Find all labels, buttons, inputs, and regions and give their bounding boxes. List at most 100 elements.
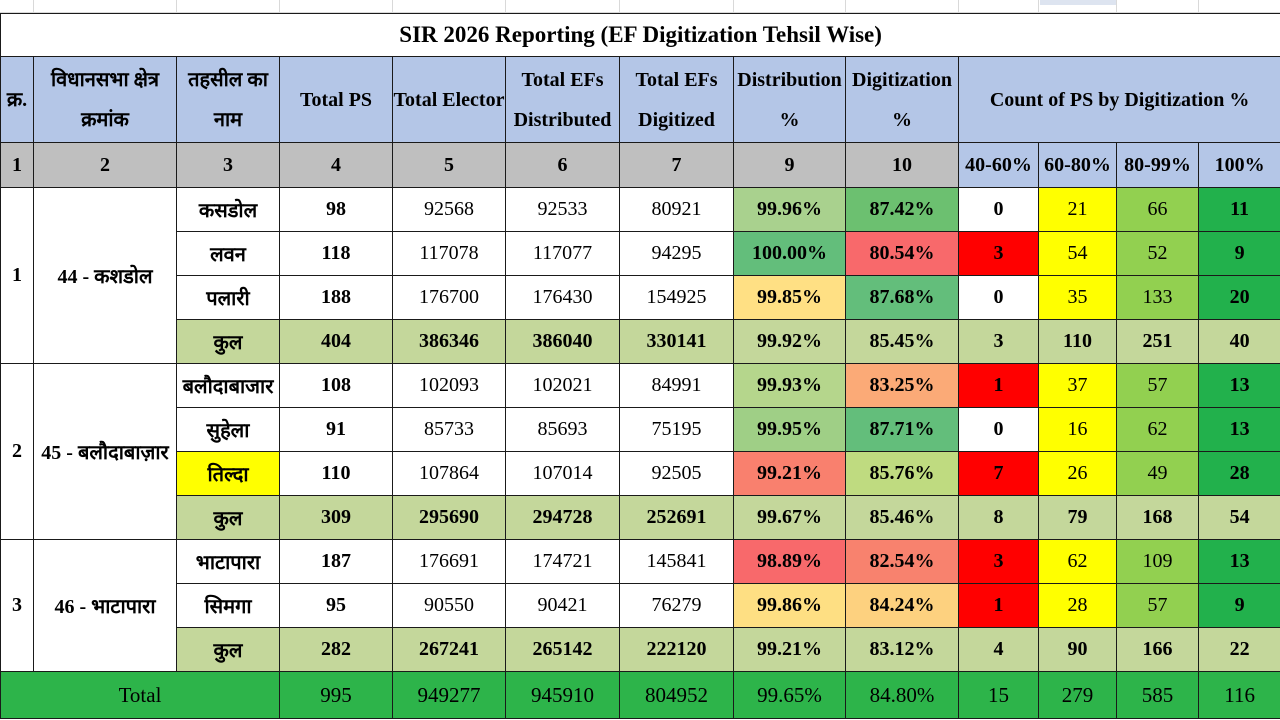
subtotal-ps-cell: 282 [279, 627, 393, 672]
subtotal-digi-pct-cell: 85.46% [845, 495, 959, 540]
subtotal-b1-cell: 8 [958, 495, 1039, 540]
grand-total-ps-cell: 995 [279, 671, 393, 719]
distribution-pct-cell: 99.96% [733, 187, 846, 232]
count-100-cell: 28 [1197, 451, 1280, 496]
count-60-80-cell: 26 [1038, 451, 1117, 496]
colnum-2: 2 [33, 142, 177, 188]
subtotal-b3-cell: 251 [1116, 319, 1199, 364]
total-elector-cell: 102093 [392, 363, 506, 408]
count-100-cell: 9 [1197, 231, 1280, 276]
count-60-80-cell: 35 [1038, 275, 1117, 320]
count-40-60-cell: 3 [958, 231, 1039, 276]
sheet-gridline [176, 0, 177, 12]
sheet-gridline [392, 0, 393, 12]
header-total-elector: Total Elector [392, 56, 506, 143]
count-80-99-cell: 66 [1116, 187, 1199, 232]
digitization-pct-cell: 82.54% [845, 539, 959, 584]
group-ac-name: 45 - बलौदाबाज़ार [33, 363, 177, 540]
header-tehsil: तहसील का नाम [176, 56, 280, 143]
grand-total-elector-cell: 949277 [392, 671, 506, 719]
tehsil-name: भाटापारा [176, 539, 280, 584]
header-distribution-pct: Distribution % [733, 56, 846, 143]
subtotal-b4-cell: 22 [1197, 627, 1280, 672]
subtotal-dist-cell: 386040 [505, 319, 620, 364]
table-row: पलारी 188 176700 176430 154925 99.85% 87.68% 0 3… [1, 275, 1280, 320]
selected-cell[interactable] [1040, 0, 1116, 5]
count-40-60-cell: 0 [958, 187, 1039, 232]
count-60-80-cell: 62 [1038, 539, 1117, 584]
sheet-gridline [279, 0, 280, 12]
subtotal-dist-cell: 265142 [505, 627, 620, 672]
digitization-pct-cell: 80.54% [845, 231, 959, 276]
band-80-99: 80-99% [1116, 142, 1199, 188]
count-80-99-cell: 49 [1116, 451, 1199, 496]
header-ac: विधानसभा क्षेत्र क्रमांक [33, 56, 177, 143]
efs-distributed-cell: 90421 [505, 583, 620, 628]
table-row: लवन 118 117078 117077 94295 100.00% 80.54% 3 54 5… [1, 231, 1280, 276]
header-total-ps: Total PS [279, 56, 393, 143]
subtotal-row: कुल 404 386346 386040 330141 99.92% 85.45% 3 110… [1, 319, 1280, 364]
count-100-cell: 11 [1197, 187, 1280, 232]
count-100-cell: 13 [1197, 363, 1280, 408]
count-40-60-cell: 3 [958, 539, 1039, 584]
count-80-99-cell: 57 [1116, 583, 1199, 628]
header-row: क्र. विधानसभा क्षेत्र क्रमांक तहसील का न… [0, 56, 1280, 143]
count-60-80-cell: 28 [1038, 583, 1117, 628]
grand-total-b4-cell: 116 [1197, 671, 1280, 719]
subtotal-digi-pct-cell: 85.45% [845, 319, 959, 364]
colnum-6: 6 [505, 142, 620, 188]
band-40-60: 40-60% [958, 142, 1039, 188]
table-row: 1 44 - कशडोल कसडोल 98 92568 92533 80921 99.96% 8… [0, 187, 1280, 364]
efs-digitized-cell: 154925 [619, 275, 734, 320]
report-title: SIR 2026 Reporting (EF Digitization Tehs… [0, 13, 1280, 57]
efs-digitized-cell: 75195 [619, 407, 734, 452]
total-ps-cell: 188 [279, 275, 393, 320]
tehsil-name: कसडोल [176, 187, 280, 232]
grand-total-digi-cell: 804952 [619, 671, 734, 719]
tehsil-name: सुहेला [176, 407, 280, 452]
efs-digitized-cell: 76279 [619, 583, 734, 628]
total-ps-cell: 91 [279, 407, 393, 452]
distribution-pct-cell: 99.95% [733, 407, 846, 452]
total-elector-cell: 176700 [392, 275, 506, 320]
distribution-pct-cell: 98.89% [733, 539, 846, 584]
count-60-80-cell: 37 [1038, 363, 1117, 408]
efs-distributed-cell: 107014 [505, 451, 620, 496]
colnum-4: 4 [279, 142, 393, 188]
grand-total-dist-cell: 945910 [505, 671, 620, 719]
column-number-row: 1 2 3 4 5 6 7 9 10 40-60% 60-80% 80-99% … [0, 142, 1280, 188]
sheet-gridline [1038, 0, 1039, 12]
subtotal-row: कुल 309 295690 294728 252691 99.67% 85.46% 8 79 1… [1, 495, 1280, 540]
efs-distributed-cell: 174721 [505, 539, 620, 584]
count-80-99-cell: 57 [1116, 363, 1199, 408]
header-digitization-pct: Digitization % [845, 56, 959, 143]
header-sr: क्र. [0, 56, 34, 143]
count-80-99-cell: 52 [1116, 231, 1199, 276]
sheet-gridline [619, 0, 620, 12]
table-row: सिमगा 95 90550 90421 76279 99.86% 84.24% 1 28 57 9 [1, 583, 1280, 628]
sheet-gridline [1116, 0, 1117, 12]
efs-distributed-cell: 85693 [505, 407, 620, 452]
count-100-cell: 20 [1197, 275, 1280, 320]
subtotal-digi-pct-cell: 83.12% [845, 627, 959, 672]
count-40-60-cell: 1 [958, 363, 1039, 408]
sheet-top-row [0, 0, 1280, 13]
count-100-cell: 13 [1197, 407, 1280, 452]
subtotal-b4-cell: 54 [1197, 495, 1280, 540]
grand-total-b2-cell: 279 [1038, 671, 1117, 719]
count-80-99-cell: 133 [1116, 275, 1199, 320]
subtotal-b2-cell: 90 [1038, 627, 1117, 672]
count-80-99-cell: 62 [1116, 407, 1199, 452]
digitization-pct-cell: 84.24% [845, 583, 959, 628]
band-100: 100% [1197, 142, 1280, 188]
subtotal-dist-pct-cell: 99.67% [733, 495, 846, 540]
subtotal-b2-cell: 110 [1038, 319, 1117, 364]
efs-digitized-cell: 145841 [619, 539, 734, 584]
total-ps-cell: 118 [279, 231, 393, 276]
count-100-cell: 9 [1197, 583, 1280, 628]
digitization-pct-cell: 87.42% [845, 187, 959, 232]
subtotal-dist-pct-cell: 99.21% [733, 627, 846, 672]
distribution-pct-cell: 99.85% [733, 275, 846, 320]
subtotal-digi-cell: 330141 [619, 319, 734, 364]
distribution-pct-cell: 99.21% [733, 451, 846, 496]
